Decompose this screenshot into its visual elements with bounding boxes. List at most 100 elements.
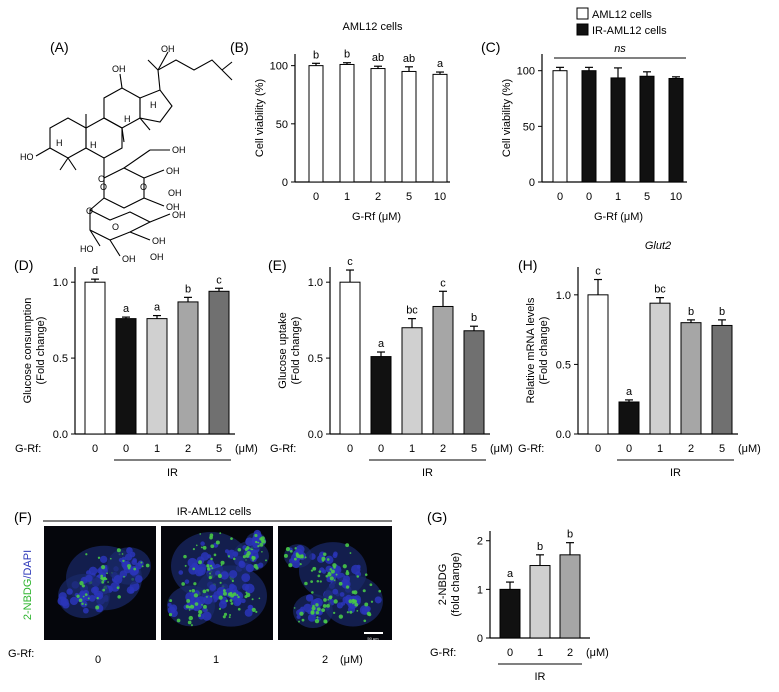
grf-label: G-Rf: (518, 443, 544, 455)
bar (401, 327, 423, 435)
x-tick-label: 1 (344, 191, 350, 203)
y-axis-label-line: (fold change) (450, 552, 462, 616)
glucose-signal (265, 559, 267, 562)
glucose-signal (300, 554, 304, 558)
nucleus (207, 554, 212, 559)
panel-label-e: (E) (268, 257, 287, 273)
oh-label: OH (150, 252, 164, 262)
x-tick-label: 1 (615, 191, 621, 203)
glucose-signal (84, 603, 87, 606)
nucleus (220, 571, 229, 580)
y-tick-label: 0.0 (308, 429, 323, 441)
unit-label: (μM) (235, 443, 258, 455)
glucose-signal (121, 553, 124, 555)
oh-label: OH (166, 202, 180, 212)
ho-label: HO (80, 244, 94, 254)
y-axis-label: Cell viability (%) (501, 79, 513, 157)
ring-d (139, 89, 173, 123)
h-label: H (56, 138, 63, 148)
glucose-signal (349, 552, 352, 554)
y-axis-label: 2-NBDG(fold change) (437, 552, 462, 616)
bar (339, 63, 355, 183)
glucose-signal (312, 604, 315, 608)
nucleus (82, 607, 89, 614)
x-tick-label: 0 (507, 647, 513, 659)
h-label: H (90, 140, 97, 150)
glucose-signal (116, 586, 120, 590)
glucose-signal (225, 599, 229, 603)
glucose-signal (318, 570, 322, 573)
nucleus (202, 611, 212, 621)
glucose-signal (102, 588, 106, 592)
unit-label: (μM) (738, 443, 761, 455)
x-axis-label: G-Rf (μM) (594, 211, 643, 223)
y-axis-label-line: (Fold change) (290, 317, 302, 385)
bar (649, 302, 671, 435)
significance-letter: a (154, 302, 161, 314)
glucose-signal (222, 615, 226, 619)
glucose-signal (364, 573, 368, 576)
glucose-signal (193, 593, 199, 598)
significance-letter: b (567, 529, 573, 541)
glucose-signal (218, 607, 222, 611)
glucose-signal (220, 564, 223, 566)
bar (432, 73, 448, 183)
glucose-signal (294, 547, 297, 550)
glucose-signal (295, 553, 300, 557)
glucose-signal (116, 548, 121, 553)
nucleus (307, 613, 316, 622)
h-label: H (124, 114, 131, 124)
oh-label: OH (152, 236, 166, 246)
glucose-signal (194, 602, 199, 606)
glucose-signal (323, 598, 327, 602)
side-chain-bond (157, 51, 169, 71)
panel-label-g: (G) (427, 509, 447, 525)
nucleus (96, 592, 102, 598)
unit-label: (μM) (586, 647, 609, 659)
y-tick-label: 0 (282, 177, 288, 189)
glucose-signal (229, 613, 232, 616)
sugar-bond (143, 169, 165, 179)
nucleus (66, 588, 73, 595)
glucose-signal (184, 564, 187, 567)
glucose-signal (233, 557, 236, 561)
x-tick-label: 10 (434, 191, 446, 203)
grf-label: G-Rf: (15, 443, 41, 455)
glucose-signal (220, 560, 225, 565)
glucose-signal (310, 610, 315, 614)
glucose-signal (189, 589, 192, 592)
glucose-signal (222, 591, 227, 596)
significance-letter: c (440, 277, 446, 289)
y-tick-label: 100 (270, 61, 288, 73)
glucose-signal (97, 556, 101, 559)
bar (115, 318, 137, 435)
legend-label-aml12: AML12 cells (592, 9, 652, 21)
x-tick-label: 0 (347, 443, 353, 455)
y-tick-label: 0.5 (556, 359, 571, 371)
glucose-signal (251, 598, 254, 601)
nucleus (288, 558, 295, 564)
glucose-signal (335, 573, 338, 576)
glucose-signal (260, 536, 265, 541)
glucose-signal (259, 542, 264, 547)
glucose-signal (127, 564, 132, 569)
glucose-signal (314, 618, 320, 624)
glucose-signal (95, 605, 100, 610)
nucleus (83, 594, 91, 602)
glucose-signal (345, 571, 350, 576)
bar (559, 554, 581, 639)
x-tick-label: 2 (440, 443, 446, 455)
bar (463, 330, 485, 435)
significance-letter: b (313, 49, 319, 61)
micrograph-dose-0: 0 (95, 654, 101, 666)
unit-label: (μM) (490, 443, 513, 455)
ho-label: HO (20, 152, 34, 162)
glucose-signal (209, 572, 211, 575)
nucleus (238, 561, 246, 569)
glucose-signal (187, 620, 192, 625)
y-axis-label-line: Glucose consumption (22, 298, 34, 404)
structure-labels: OH OH OH OH HO OH OH OH OH HO OH OH H H … (20, 44, 186, 264)
oh-label: OH (166, 166, 180, 176)
glucose-signal (217, 573, 222, 579)
bar (339, 281, 361, 435)
